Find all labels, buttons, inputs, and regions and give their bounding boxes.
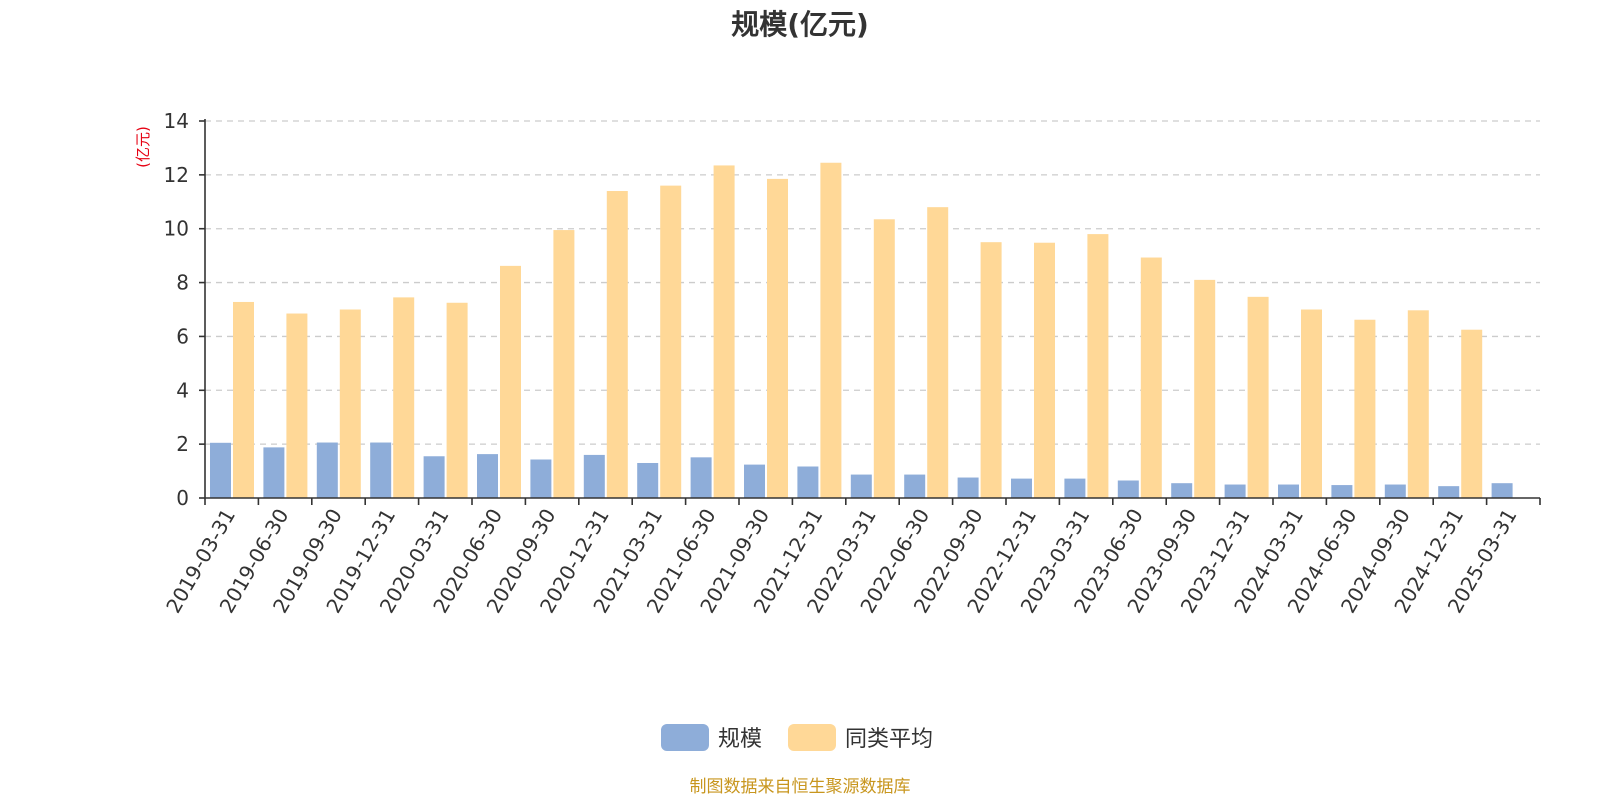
y-tick-labels: 0 2 4 6 8 10 12 14 <box>164 109 205 510</box>
y-tick-label: 4 <box>176 378 189 402</box>
bar-scale[interactable] <box>1064 478 1086 498</box>
bar-scale[interactable] <box>637 462 659 498</box>
bars <box>210 162 1513 499</box>
bar-category-average[interactable] <box>820 162 842 498</box>
bar-scale[interactable] <box>1438 486 1460 498</box>
bar-scale[interactable] <box>530 459 552 498</box>
bar-category-average[interactable] <box>1087 234 1109 498</box>
bar-scale[interactable] <box>1117 480 1139 498</box>
bar-category-average[interactable] <box>1034 242 1055 498</box>
x-tick-labels: 2019-03-312019-06-302019-09-302019-12-31… <box>161 505 1522 618</box>
bar-category-average[interactable] <box>1301 309 1322 499</box>
bar-scale[interactable] <box>423 456 445 498</box>
y-tick-label: 8 <box>176 271 189 295</box>
bar-category-average[interactable] <box>339 309 361 499</box>
bar-category-average[interactable] <box>1354 319 1376 498</box>
chart-title: 规模(亿元) <box>731 8 869 41</box>
bar-category-average[interactable] <box>1461 329 1483 498</box>
bar-category-average[interactable] <box>1140 257 1162 498</box>
bar-scale[interactable] <box>797 466 819 498</box>
legend-label-scale: 规模 <box>718 727 762 752</box>
bar-category-average[interactable] <box>500 265 521 498</box>
y-tick-label: 2 <box>176 432 189 456</box>
bar-scale[interactable] <box>1384 484 1406 498</box>
bar-category-average[interactable] <box>1407 310 1429 498</box>
bar-scale[interactable] <box>957 477 979 498</box>
bar-scale[interactable] <box>1331 485 1353 498</box>
bar-category-average[interactable] <box>1194 279 1216 498</box>
bar-scale[interactable] <box>850 474 872 498</box>
bar-scale[interactable] <box>263 447 285 498</box>
bar-category-average[interactable] <box>606 191 628 498</box>
legend-item-scale[interactable]: 规模 <box>661 724 762 752</box>
bar-category-average[interactable] <box>660 185 682 498</box>
bar-category-average[interactable] <box>553 230 575 498</box>
bar-scale[interactable] <box>370 442 392 498</box>
bar-scale[interactable] <box>1491 483 1513 498</box>
y-tick-label: 0 <box>176 486 189 510</box>
bar-category-average[interactable] <box>980 242 1002 498</box>
bar-category-average[interactable] <box>873 219 895 498</box>
y-tick-label: 6 <box>176 324 189 348</box>
axes <box>204 119 1541 505</box>
y-tick-label: 10 <box>164 217 189 241</box>
y-axis-unit-label: (亿元) <box>134 126 152 168</box>
bar-scale[interactable] <box>583 454 605 498</box>
bar-scale[interactable] <box>1278 484 1299 498</box>
bar-scale[interactable] <box>1171 483 1193 498</box>
bar-category-average[interactable] <box>927 207 949 498</box>
bar-category-average[interactable] <box>446 302 468 498</box>
bar-scale[interactable] <box>744 464 765 498</box>
bar-category-average[interactable] <box>767 178 788 498</box>
bar-scale[interactable] <box>477 454 498 498</box>
bar-category-average[interactable] <box>233 301 254 498</box>
bar-scale[interactable] <box>1224 484 1246 498</box>
bar-category-average[interactable] <box>286 313 308 498</box>
bar-category-average[interactable] <box>713 165 735 499</box>
bar-scale[interactable] <box>904 474 926 498</box>
bar-scale[interactable] <box>210 442 231 498</box>
legend[interactable]: 规模 同类平均 <box>661 724 933 752</box>
legend-item-category-average[interactable]: 同类平均 <box>788 724 933 752</box>
y-tick-label: 12 <box>164 163 189 187</box>
bar-scale[interactable] <box>690 457 712 498</box>
legend-label-category-average: 同类平均 <box>845 727 933 752</box>
y-tick-label: 14 <box>164 109 189 133</box>
legend-swatch-scale <box>661 724 709 751</box>
bar-scale[interactable] <box>316 442 338 498</box>
legend-swatch-category-average <box>788 724 836 751</box>
data-source-footer: 制图数据来自恒生聚源数据库 <box>690 777 911 797</box>
bar-scale[interactable] <box>1011 478 1032 498</box>
bar-category-average[interactable] <box>1247 296 1269 498</box>
bar-category-average[interactable] <box>393 297 415 498</box>
